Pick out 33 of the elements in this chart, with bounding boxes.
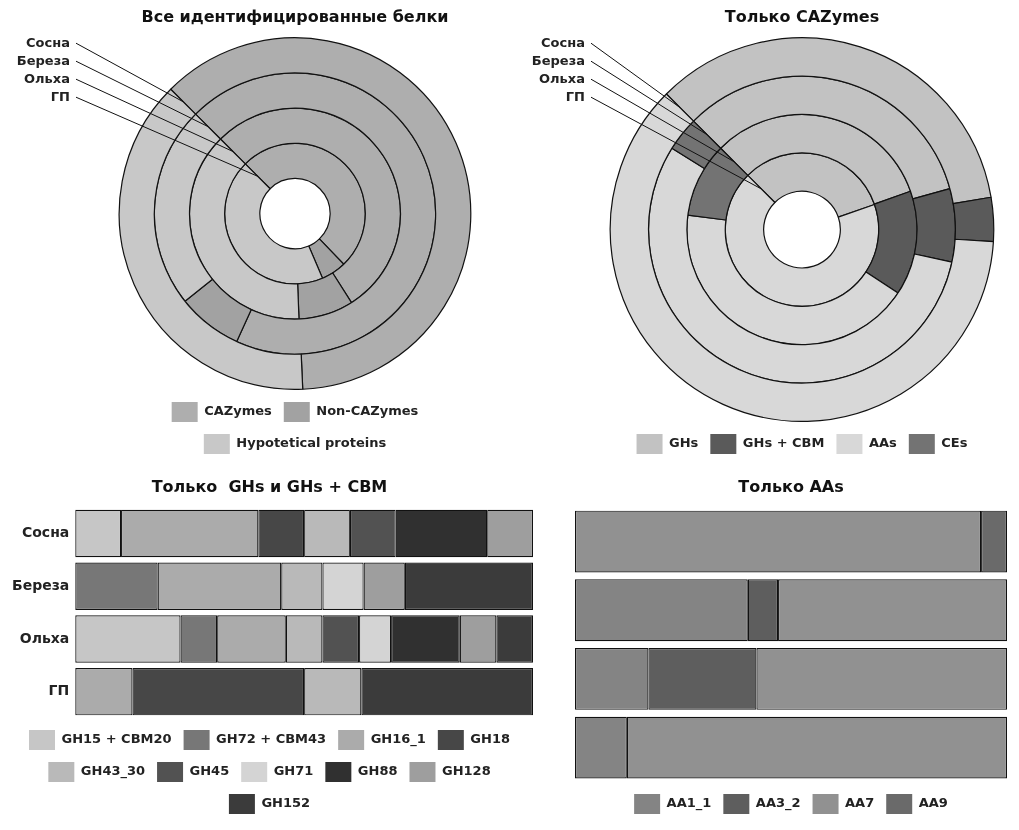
slice-label: Береза bbox=[531, 52, 585, 68]
y-tick-label: Ольха bbox=[19, 629, 70, 646]
legend-label: CAZymes bbox=[204, 403, 273, 419]
legend-label: GH15 + CBM20 bbox=[61, 731, 172, 747]
slice-label: ГП bbox=[565, 88, 585, 104]
chart-title: Все идентифицированные белки bbox=[141, 6, 449, 26]
legend-label: GH152 bbox=[261, 795, 311, 811]
legend-label: AA9 bbox=[918, 795, 948, 811]
legend-label: CEs bbox=[941, 435, 968, 451]
legend-label: GH43_30 bbox=[80, 763, 146, 780]
chart-title: Только GHs и GHs + CBM bbox=[151, 476, 388, 496]
y-tick-label: ГП bbox=[48, 682, 70, 699]
legend-label: GH45 bbox=[189, 763, 230, 779]
chart-title: Только AAs bbox=[738, 476, 844, 496]
legend-label: AAs bbox=[868, 435, 898, 451]
y-tick-label: Береза bbox=[12, 576, 70, 593]
legend-label: GH71 bbox=[273, 763, 314, 779]
legend-label: GHs bbox=[669, 435, 699, 451]
slice-label: Сосна bbox=[541, 34, 585, 50]
legend-label: Non-CAZymes bbox=[316, 403, 419, 419]
chart-title: Только CAZymes bbox=[724, 6, 880, 26]
legend-label: AA3_2 bbox=[755, 795, 801, 812]
legend-label: GHs + CBM bbox=[742, 435, 825, 451]
slice-label: Ольха bbox=[539, 70, 585, 86]
legend-label: GH16_1 bbox=[370, 731, 426, 748]
legend-label: GH72 + CBM43 bbox=[216, 731, 327, 747]
legend-label: Hypotetical proteins bbox=[236, 435, 387, 451]
legend-label: AA1_1 bbox=[666, 795, 712, 812]
legend-label: GH18 bbox=[470, 731, 510, 747]
y-tick-label: Сосна bbox=[21, 524, 70, 541]
legend-label: GH128 bbox=[441, 763, 491, 779]
legend-label: GH88 bbox=[357, 763, 398, 779]
legend-label: AA7 bbox=[845, 795, 875, 811]
